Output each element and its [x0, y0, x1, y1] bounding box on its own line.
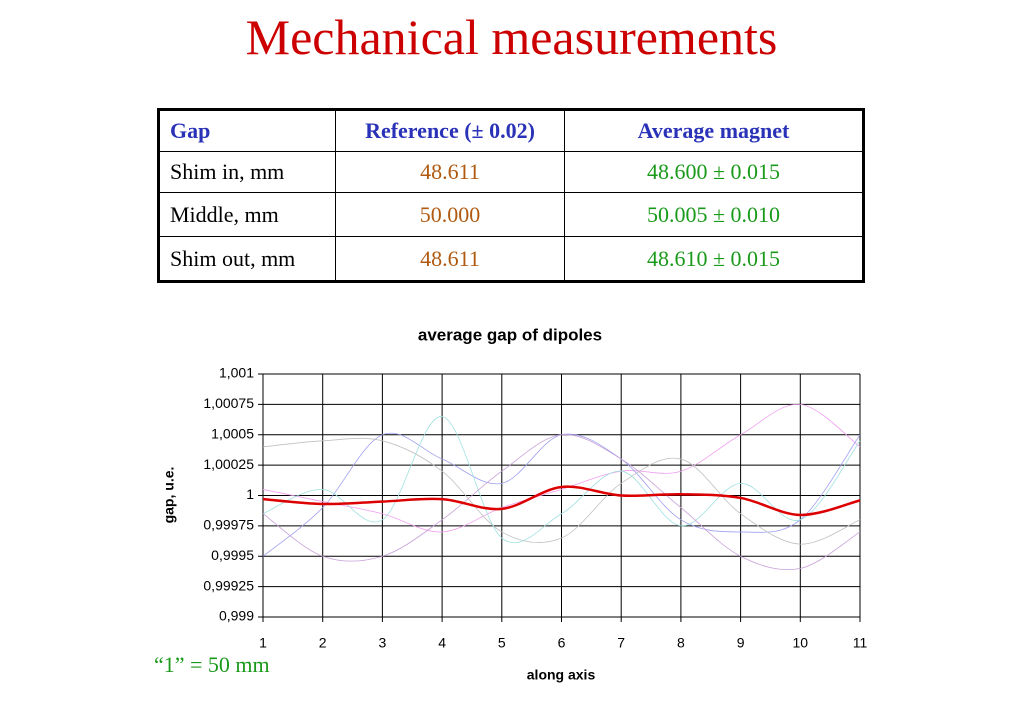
- scale-note: “1” = 50 mm: [154, 652, 270, 677]
- x-tick-label: 6: [558, 635, 566, 651]
- average-cell: 48.610 ± 0.015: [564, 236, 864, 282]
- x-tick-label: 2: [319, 635, 327, 651]
- y-tick-label: 1: [246, 486, 254, 502]
- slide-title: Mechanical measurements: [245, 9, 778, 65]
- average-cell: 50.005 ± 0.010: [564, 192, 864, 237]
- y-tick-label: 1,0005: [211, 425, 254, 441]
- reference-cell: 48.611: [335, 236, 565, 282]
- x-tick-label: 5: [498, 635, 506, 651]
- y-tick-label: 0,99925: [203, 577, 254, 593]
- x-tick-label: 4: [438, 635, 446, 651]
- header-cell: Average magnet: [564, 109, 864, 152]
- x-tick-label: 3: [379, 635, 387, 651]
- average-cell: 48.600 ± 0.015: [564, 151, 864, 193]
- x-tick-label: 10: [793, 635, 809, 651]
- x-tick-label: 7: [617, 635, 625, 651]
- y-axis-label: gap, u.e.: [161, 467, 177, 524]
- reference-cell: 50.000: [335, 192, 565, 237]
- x-tick-label: 8: [677, 635, 685, 651]
- x-tick-label: 1: [259, 635, 267, 651]
- dipole-line: [262, 434, 861, 571]
- y-tick-label: 1,00025: [203, 456, 254, 472]
- row-label: Shim in, mm: [158, 151, 336, 193]
- row-label: Shim out, mm: [158, 236, 336, 282]
- row-label: Middle, mm: [158, 192, 336, 237]
- dipole-line: [262, 416, 861, 544]
- x-tick-label: 9: [737, 635, 745, 651]
- chart-title: average gap of dipoles: [418, 325, 602, 344]
- dipole-line: [262, 403, 861, 533]
- x-axis-label: along axis: [527, 667, 596, 683]
- y-tick-label: 1,001: [219, 365, 254, 381]
- y-tick-label: 0,99975: [203, 517, 254, 533]
- reference-cell: 48.611: [335, 151, 565, 193]
- average-line: [262, 485, 861, 517]
- dipole-line: [262, 437, 861, 545]
- y-tick-label: 0,9995: [211, 547, 254, 563]
- x-tick-label: 11: [853, 635, 868, 651]
- y-tick-label: 0,999: [219, 608, 254, 624]
- y-tick-label: 1,00075: [203, 395, 254, 411]
- measurement-table: Gap Reference (± 0.02) Average magnet Shim…: [157, 108, 865, 283]
